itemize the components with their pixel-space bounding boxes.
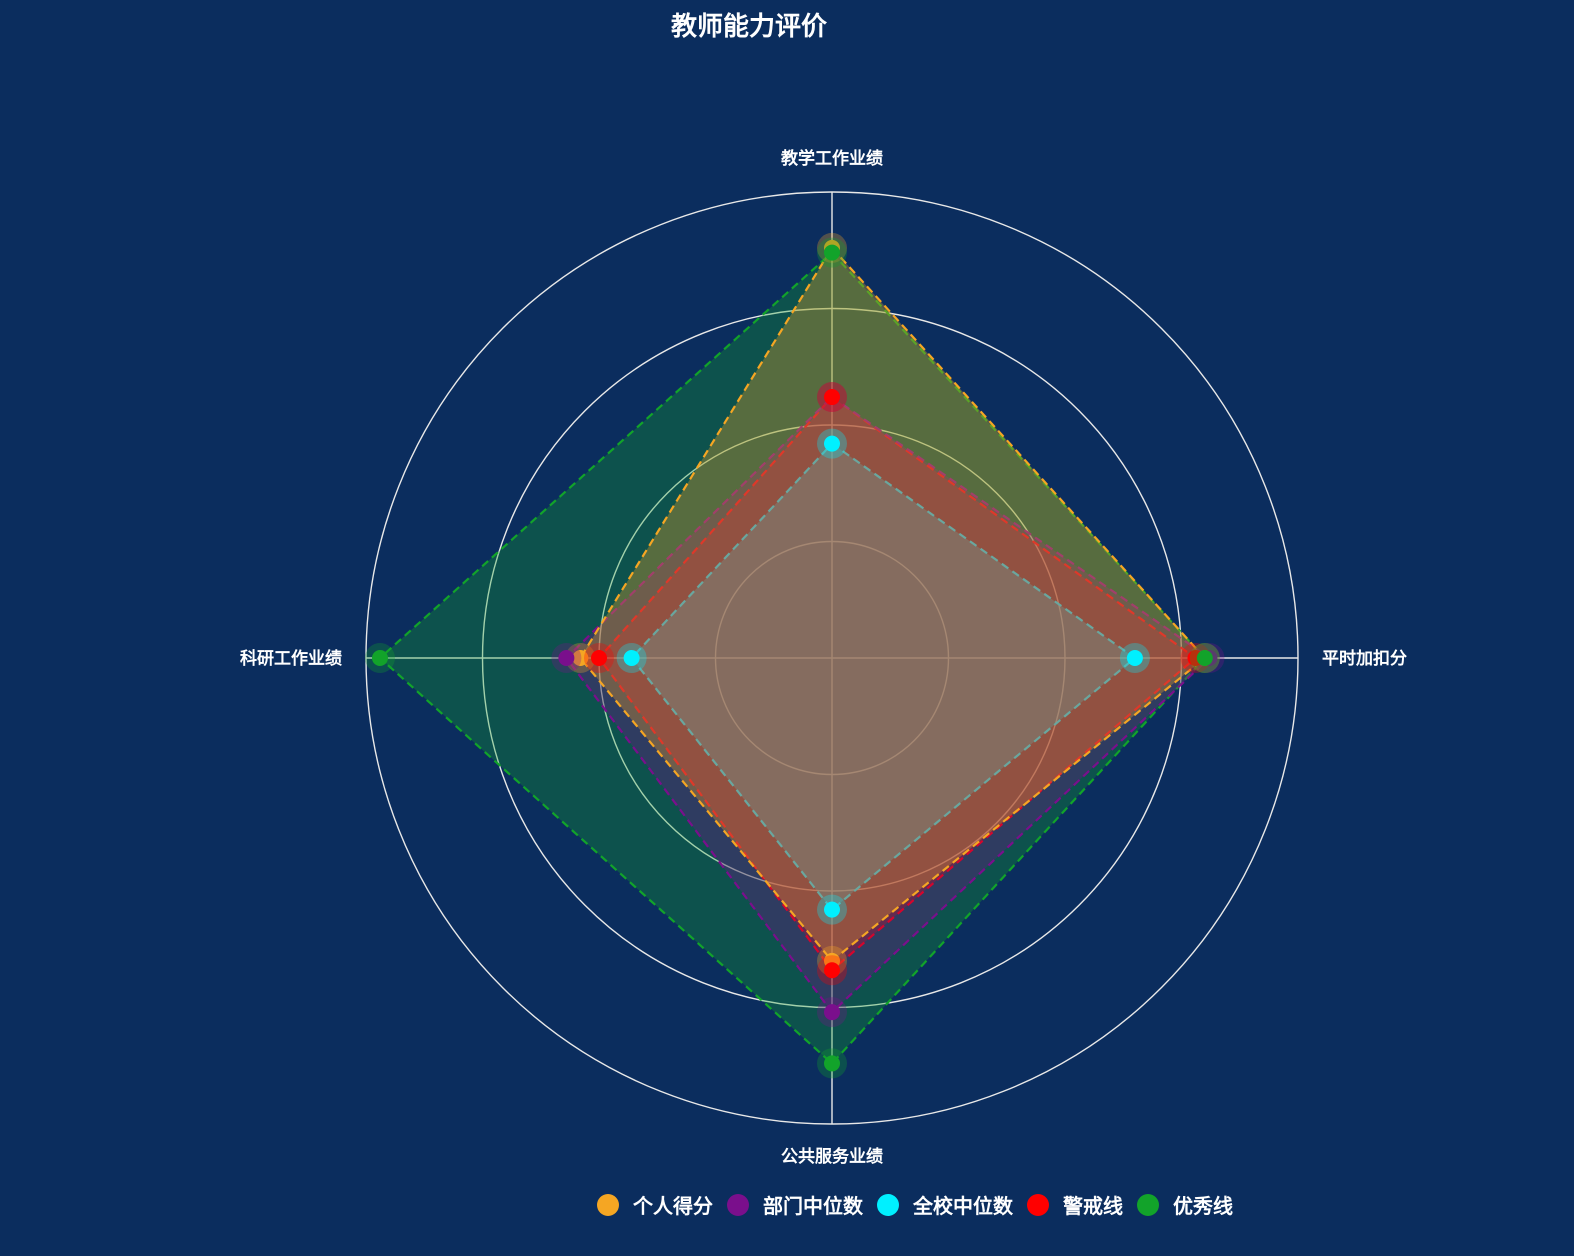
data-point[interactable] <box>572 650 589 666</box>
legend-item[interactable]: 个人得分 <box>597 1190 713 1219</box>
axis-label: 平时加扣分 <box>1322 648 1407 669</box>
data-point[interactable] <box>591 650 607 666</box>
legend-item[interactable]: 警戒线 <box>1027 1190 1123 1219</box>
legend-label: 部门中位数 <box>763 1194 863 1218</box>
legend-item[interactable]: 部门中位数 <box>727 1190 863 1219</box>
data-point[interactable] <box>824 1004 840 1021</box>
data-point[interactable] <box>824 435 840 452</box>
legend-item[interactable]: 优秀线 <box>1137 1190 1233 1219</box>
legend-marker <box>1137 1193 1159 1216</box>
legend-marker <box>877 1193 899 1216</box>
legend-label: 警戒线 <box>1063 1194 1123 1218</box>
data-point[interactable] <box>623 650 640 666</box>
legend: 个人得分 部门中位数 全校中位数 警戒线 优秀线 <box>0 1190 1574 1219</box>
axis-label: 公共服务业绩 <box>781 1146 883 1167</box>
axis-label: 科研工作业绩 <box>240 648 342 669</box>
data-point[interactable] <box>1126 650 1143 666</box>
data-point[interactable] <box>824 962 840 979</box>
data-point[interactable] <box>824 389 840 406</box>
legend-item[interactable]: 全校中位数 <box>877 1190 1013 1219</box>
chart-title: 教师能力评价 <box>670 12 827 42</box>
legend-marker <box>1027 1193 1049 1216</box>
axis-label: 教学工作业绩 <box>780 148 883 169</box>
legend-marker <box>597 1193 619 1216</box>
legend-label: 个人得分 <box>633 1194 713 1218</box>
legend-label: 全校中位数 <box>913 1194 1013 1218</box>
radar-series <box>364 232 1225 1079</box>
legend-label: 优秀线 <box>1173 1194 1233 1218</box>
data-point[interactable] <box>824 901 840 918</box>
data-point[interactable] <box>371 650 388 666</box>
data-point[interactable] <box>558 650 575 666</box>
series-area <box>630 442 1137 912</box>
data-point[interactable] <box>824 1055 840 1072</box>
legend-marker <box>727 1193 749 1216</box>
data-point[interactable] <box>1196 650 1213 666</box>
data-point[interactable] <box>824 244 840 261</box>
